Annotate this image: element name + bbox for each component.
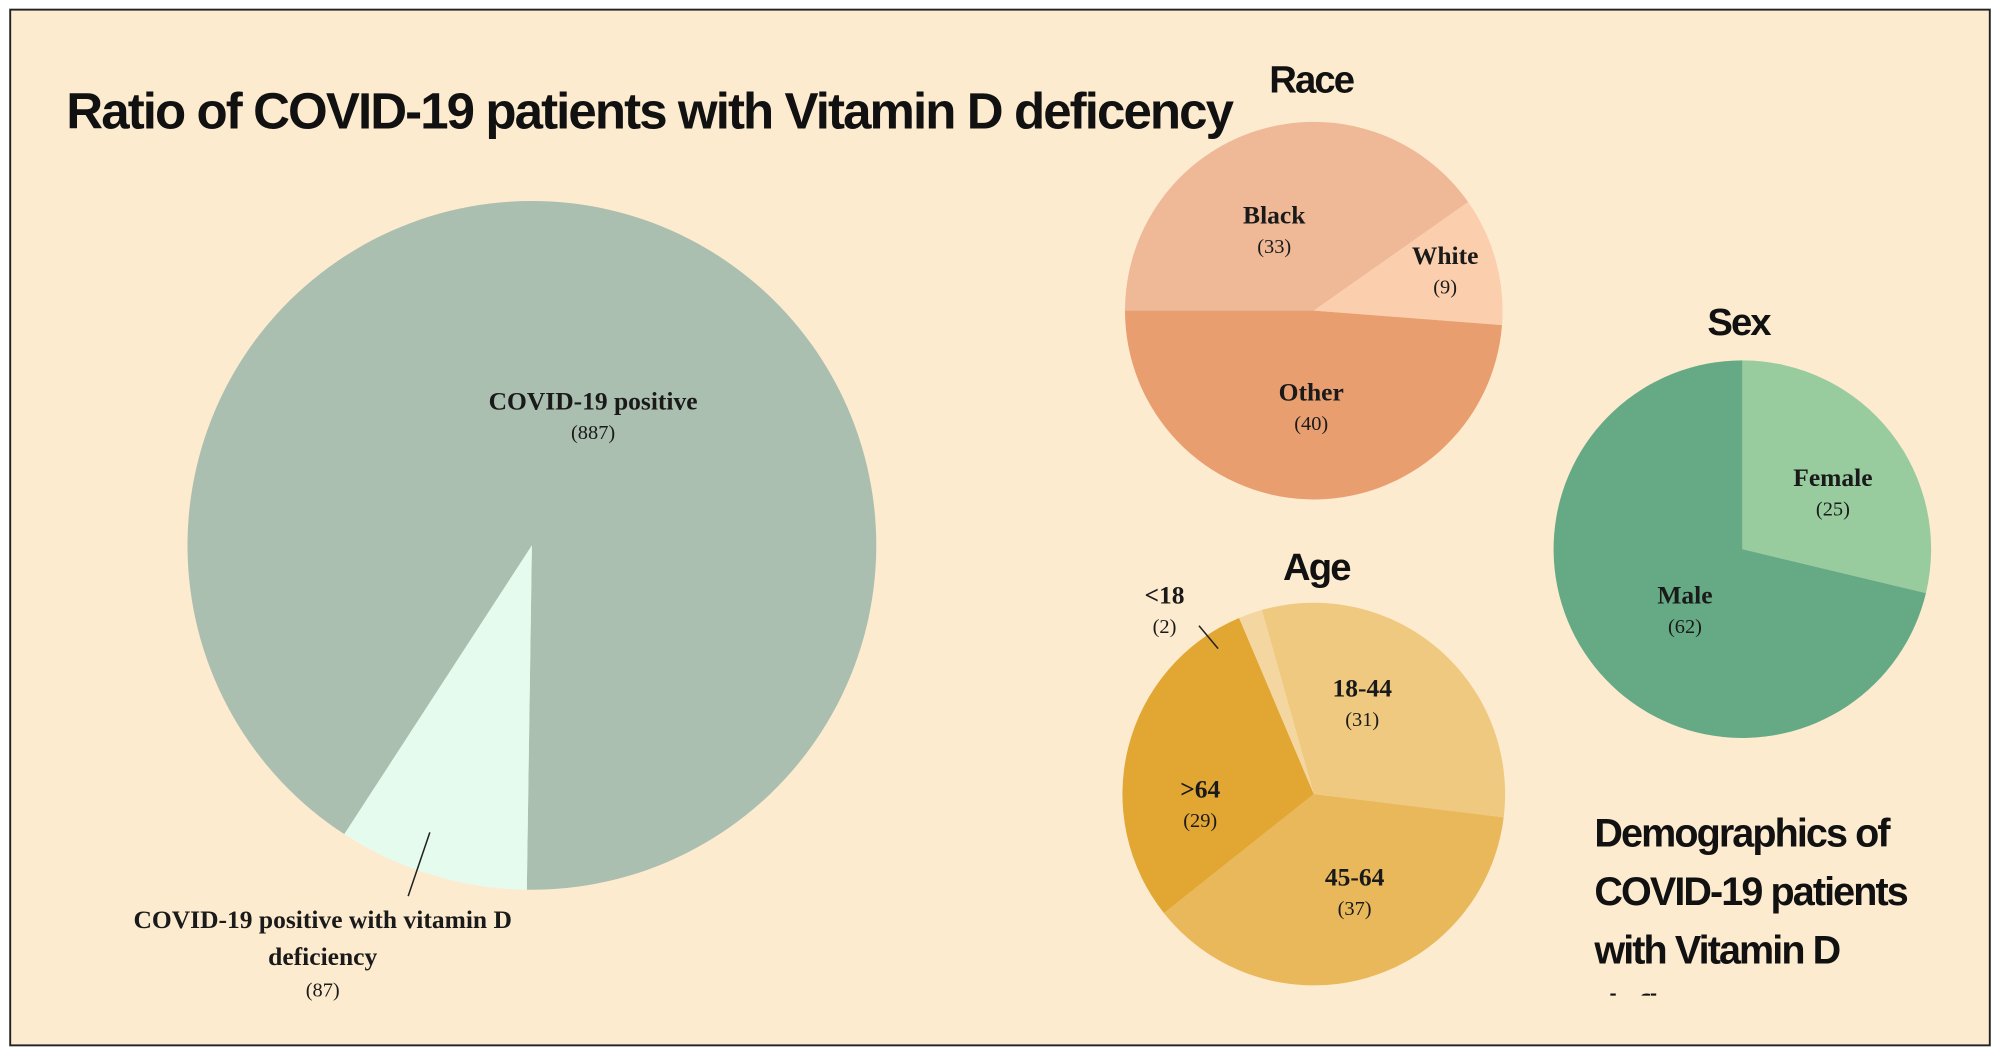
pie-slice — [1239, 609, 1314, 795]
value-label: (9) — [1433, 277, 1457, 299]
slice-label: 18-44 — [1332, 674, 1392, 703]
pie-slice — [1125, 310, 1502, 500]
value-label: (37) — [1338, 898, 1372, 920]
leader-line — [1198, 625, 1219, 650]
slice-label: Other — [1279, 378, 1344, 407]
pie-slice — [344, 545, 532, 890]
value-label: (40) — [1294, 413, 1328, 435]
slice-label: COVID-19 positive with vitamin D deficie… — [133, 906, 512, 972]
pie-slice — [1313, 202, 1503, 326]
pie-slice — [1261, 602, 1506, 818]
value-label: (62) — [1668, 616, 1702, 638]
value-label: (29) — [1183, 810, 1217, 832]
chart-title: Age — [1283, 546, 1350, 589]
slice-label: >64 — [1180, 774, 1220, 803]
value-label: (25) — [1816, 499, 1850, 521]
heading: Demographics of COVID-19 patients with V… — [1594, 810, 1908, 996]
slice-label: Black — [1243, 200, 1306, 229]
label-box: COVID-19 positive with vitamin D deficie… — [133, 906, 512, 972]
pie-slice — [1553, 360, 1926, 738]
leader-line — [407, 832, 431, 897]
value-label: (33) — [1257, 236, 1291, 258]
heading-box: Demographics of COVID-19 patients with V… — [1594, 810, 1908, 996]
pie-slice — [1125, 121, 1469, 311]
value-label: (87) — [306, 979, 340, 1001]
slice-label: COVID-19 positive — [489, 387, 698, 416]
chart-title: Sex — [1707, 301, 1771, 344]
slice-label: Female — [1793, 463, 1872, 492]
chart-title: Race — [1269, 59, 1353, 102]
slice-label: 45-64 — [1325, 862, 1385, 891]
value-label: (2) — [1153, 616, 1177, 638]
value-label: (31) — [1345, 709, 1379, 731]
pie-slice — [1122, 617, 1314, 914]
chart-title: Ratio of COVID-19 patients with Vitamin … — [66, 82, 1234, 139]
pie-slice — [1163, 794, 1504, 986]
pie-slice — [187, 200, 877, 890]
slice-label: White — [1412, 241, 1479, 270]
value-label: (887) — [571, 422, 615, 444]
pie-slice — [1742, 360, 1932, 594]
slice-label: <18 — [1145, 581, 1185, 610]
slice-label: Male — [1657, 581, 1712, 610]
